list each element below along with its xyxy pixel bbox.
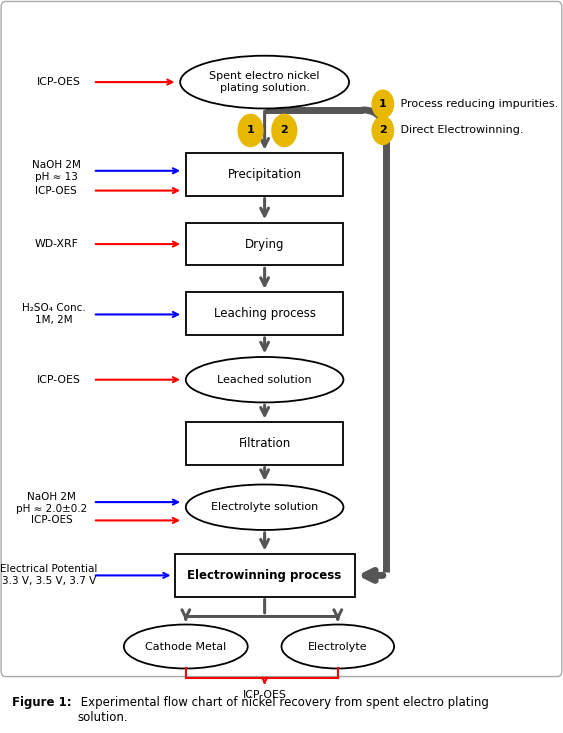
Text: ICP-OES: ICP-OES <box>35 185 77 196</box>
Text: 2: 2 <box>379 125 387 136</box>
Ellipse shape <box>186 357 343 402</box>
Text: WD-XRF: WD-XRF <box>34 239 78 249</box>
Text: Direct Electrowinning.: Direct Electrowinning. <box>397 125 524 136</box>
Text: Electrical Potential: Electrical Potential <box>1 564 97 574</box>
Text: NaOH 2M: NaOH 2M <box>28 492 76 502</box>
Text: 1M, 2M: 1M, 2M <box>35 315 72 325</box>
Text: Leached solution: Leached solution <box>217 375 312 385</box>
Ellipse shape <box>124 625 248 668</box>
Circle shape <box>372 90 394 118</box>
Text: Spent electro nickel
plating solution.: Spent electro nickel plating solution. <box>209 71 320 93</box>
Text: Electrolyte: Electrolyte <box>308 641 368 652</box>
Text: ICP-OES: ICP-OES <box>37 77 81 87</box>
Circle shape <box>272 114 297 147</box>
FancyBboxPatch shape <box>186 223 343 265</box>
Text: Electrowinning process: Electrowinning process <box>187 569 342 582</box>
Text: pH ≈ 13: pH ≈ 13 <box>35 172 78 183</box>
FancyBboxPatch shape <box>175 554 355 597</box>
Text: Cathode Metal: Cathode Metal <box>145 641 226 652</box>
Text: ICP-OES: ICP-OES <box>31 515 73 526</box>
Text: 1: 1 <box>379 99 387 109</box>
Text: ICP-OES: ICP-OES <box>243 690 287 701</box>
FancyBboxPatch shape <box>1 1 562 677</box>
Text: Figure 1:: Figure 1: <box>12 696 72 710</box>
Ellipse shape <box>186 485 343 530</box>
FancyBboxPatch shape <box>186 292 343 335</box>
Text: Filtration: Filtration <box>239 437 291 450</box>
Circle shape <box>238 114 263 147</box>
Text: 2: 2 <box>280 125 288 136</box>
Ellipse shape <box>180 56 349 108</box>
Ellipse shape <box>282 625 394 668</box>
Text: 1: 1 <box>247 125 254 136</box>
Text: pH ≈ 2.0±0.2: pH ≈ 2.0±0.2 <box>16 504 87 514</box>
Text: NaOH 2M: NaOH 2M <box>32 160 81 170</box>
Circle shape <box>372 117 394 144</box>
Text: 3.3 V, 3.5 V, 3.7 V: 3.3 V, 3.5 V, 3.7 V <box>2 576 96 586</box>
Text: Experimental flow chart of nickel recovery from spent electro plating
solution.: Experimental flow chart of nickel recove… <box>77 696 489 724</box>
Text: H₂SO₄ Conc.: H₂SO₄ Conc. <box>21 303 86 313</box>
Text: Drying: Drying <box>245 237 284 251</box>
FancyBboxPatch shape <box>186 422 343 465</box>
Text: Electrolyte solution: Electrolyte solution <box>211 502 318 512</box>
FancyBboxPatch shape <box>186 153 343 196</box>
Text: Leaching process: Leaching process <box>213 307 316 320</box>
Text: ICP-OES: ICP-OES <box>37 375 81 385</box>
Text: Precipitation: Precipitation <box>227 168 302 181</box>
Text: Process reducing impurities.: Process reducing impurities. <box>397 99 558 109</box>
